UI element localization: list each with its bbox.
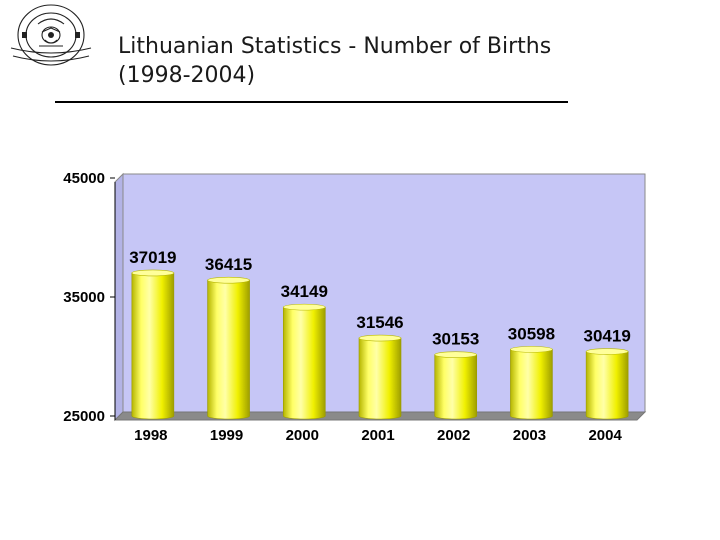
bar-value-label: 30419 (584, 327, 631, 346)
x-axis: 1998 1999 2000 2001 2002 2003 2004 (134, 427, 622, 444)
bar-body (131, 272, 175, 420)
x-tick-label: 2004 (588, 427, 622, 444)
bar-2004: 30419 (584, 327, 631, 420)
bar-top (282, 303, 326, 311)
y-tick-label: 35000 (63, 289, 105, 306)
y-tick-label: 45000 (63, 170, 105, 187)
bar-2001: 31546 (356, 313, 404, 420)
y-axis: 25000 35000 45000 (63, 170, 116, 425)
bar-value-label: 30598 (508, 324, 555, 343)
x-tick-label: 1999 (210, 427, 243, 444)
bar-body (358, 337, 402, 420)
bar-2003: 30598 (508, 324, 555, 420)
bar-value-label: 31546 (356, 313, 403, 332)
bar-top (207, 276, 250, 284)
x-tick-label: 2001 (361, 427, 394, 444)
bar-1998: 37019 (129, 248, 176, 420)
page-title: Lithuanian Statistics - Number of Births… (118, 34, 552, 88)
title-divider (55, 101, 568, 103)
bar-body (434, 354, 478, 420)
bar-top (434, 351, 478, 358)
bar-series: 37019 36415 34149 31546 30153 30598 30419 (129, 248, 631, 420)
births-bar-chart: 25000 35000 45000 37019 36415 34149 31546 3015… (63, 170, 647, 444)
bar-top (131, 269, 175, 277)
bar-top (585, 348, 629, 355)
x-tick-label: 2002 (437, 427, 470, 444)
bar-1999: 36415 (205, 255, 252, 420)
bar-2000: 34149 (281, 282, 328, 420)
x-tick-label: 2003 (513, 427, 546, 444)
bar-2002: 30153 (432, 330, 479, 420)
bar-value-label: 30153 (432, 330, 479, 349)
y-tick-label: 25000 (63, 408, 105, 425)
bar-body (207, 279, 250, 420)
bar-top (358, 334, 402, 342)
bar-top (510, 346, 553, 353)
bar-value-label: 34149 (281, 282, 328, 301)
bar-body (585, 351, 629, 420)
x-tick-label: 1998 (134, 427, 167, 444)
bar-value-label: 37019 (129, 248, 176, 267)
x-tick-label: 2000 (286, 427, 319, 444)
bar-value-label: 36415 (205, 255, 252, 274)
bar-body (510, 349, 553, 420)
bar-body (282, 306, 326, 420)
plot-side-wall (114, 172, 124, 422)
university-seal-logo (10, 4, 92, 66)
